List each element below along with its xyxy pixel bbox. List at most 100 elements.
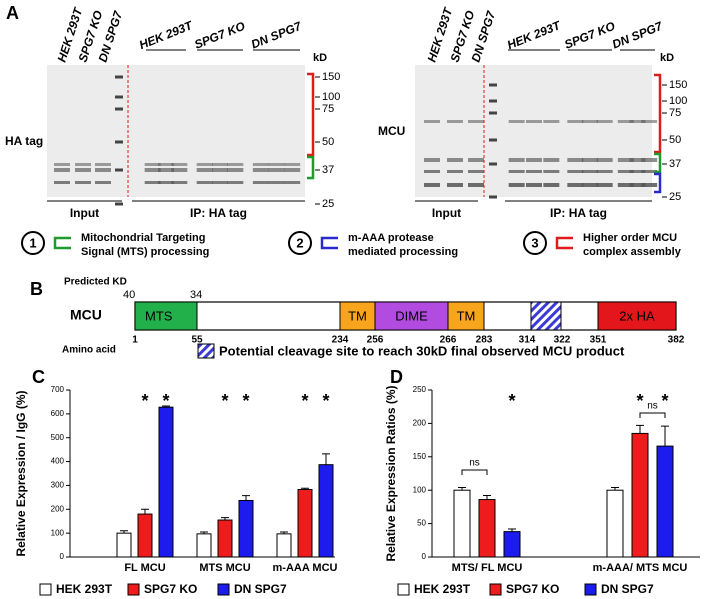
significance-star: *: [508, 391, 515, 411]
y-tick-label: 100: [413, 485, 427, 494]
error-bar: [322, 453, 330, 465]
blot-band: [543, 170, 560, 173]
blot-band: [424, 183, 440, 187]
blot-band: [582, 183, 598, 187]
bar: [116, 532, 132, 558]
residue-number: 283: [476, 335, 493, 346]
blot-band: [447, 170, 463, 173]
bar: [196, 533, 212, 558]
blot-band: [582, 158, 598, 162]
lane-group-label: HEK 293T: [505, 18, 564, 53]
unit-label: kD: [660, 52, 674, 64]
marker-label: 100: [669, 95, 687, 107]
bracket: [654, 172, 662, 194]
significance-star: *: [221, 391, 228, 411]
blot-band: [641, 183, 658, 187]
marker-label: 50: [669, 134, 681, 146]
cleavage-note: Potential cleavage site to reach 30kD fi…: [219, 343, 625, 358]
residue-number: 351: [590, 335, 607, 346]
legend-text: complex assembly: [583, 246, 682, 258]
error-bar: [242, 495, 250, 501]
blot-band: [196, 181, 213, 184]
blot-band: [284, 181, 301, 184]
error-bar: [508, 528, 516, 532]
marker-label: 75: [322, 103, 334, 115]
blot-band: [468, 183, 484, 187]
bar: [606, 489, 624, 558]
legend-circle: [21, 231, 45, 255]
residue-number: 314: [519, 335, 536, 346]
blot-band: [526, 183, 542, 187]
marker-label: 25: [322, 198, 334, 210]
blot-band: [567, 183, 584, 187]
error-bar: [483, 495, 491, 500]
blot-band: [227, 163, 244, 166]
y-tick-label: 50: [417, 519, 426, 528]
blot-band: [171, 181, 188, 184]
legend-label: DN SPG7: [234, 582, 287, 596]
bracket: [307, 155, 315, 180]
blot-band: [468, 170, 484, 173]
blot-band: [54, 163, 70, 166]
residue-number: 382: [668, 335, 685, 346]
marker-label: 75: [669, 107, 681, 119]
residue-number: 266: [440, 335, 457, 346]
legend-number: 1: [29, 235, 36, 250]
bar: [631, 432, 649, 558]
y-tick-label: 250: [413, 385, 427, 394]
predicted-kd-label: Predicted KD: [64, 277, 127, 288]
legend-bracket: [555, 236, 573, 250]
blot-band: [447, 158, 463, 162]
legend-swatch: [127, 583, 140, 596]
ladder-band: [489, 162, 497, 166]
legend-circle: [523, 231, 547, 255]
blot-image: [415, 65, 652, 197]
amino-acid-label: Amino acid: [62, 345, 116, 356]
blot-band: [468, 120, 484, 123]
y-axis-label: Relative Expression / IgG (%): [14, 390, 28, 556]
x-tick-label: m-AAA/ MTS MCU: [593, 562, 688, 574]
blot-band: [196, 163, 213, 166]
panel-label: A: [6, 3, 19, 23]
legend-label: HEK 293T: [56, 582, 113, 596]
bar: [137, 513, 153, 558]
legend-bracket: [53, 236, 71, 250]
blot-band: [567, 158, 584, 162]
blot-band: [596, 170, 613, 173]
legend-text: m-AAA protease: [348, 232, 434, 244]
blot-band: [212, 181, 228, 184]
blot-band: [629, 158, 646, 162]
y-tick-label: 500: [51, 433, 65, 442]
blot-band: [252, 168, 269, 172]
blot-band: [582, 170, 598, 173]
bar: [478, 499, 496, 558]
bracket: [654, 152, 662, 174]
error-bar: [611, 487, 619, 491]
blot-band: [284, 163, 301, 166]
blot-band: [543, 120, 560, 123]
blot-band: [629, 120, 646, 123]
unit-label: kD: [313, 52, 327, 64]
ladder-band: [489, 83, 497, 87]
cleavage-key: [197, 343, 215, 359]
legend-swatch: [397, 583, 410, 596]
lane-group-label: DN SPG7: [610, 18, 665, 51]
significance-star: *: [162, 391, 169, 411]
error-bar: [458, 487, 466, 491]
bar: [238, 499, 254, 558]
blot-band: [424, 120, 440, 123]
domain: [134, 301, 198, 331]
x-tick-label: FL MCU: [124, 562, 165, 574]
blot-band: [75, 163, 91, 166]
residue-number: 55: [191, 335, 203, 346]
significance-star: *: [322, 391, 329, 411]
legend-number: 2: [296, 235, 303, 250]
y-tick-label: 200: [51, 504, 65, 513]
blot-band: [158, 181, 174, 184]
error-bar: [200, 531, 208, 534]
blot-band: [596, 183, 613, 187]
blot-band: [508, 158, 525, 162]
protein-label: MCU: [70, 307, 102, 323]
significance-star: *: [301, 391, 308, 411]
y-tick-label: 700: [51, 385, 65, 394]
